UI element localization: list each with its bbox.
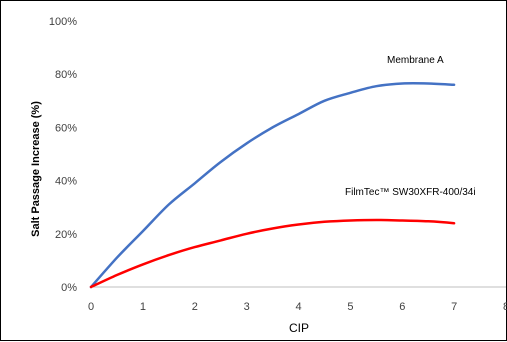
- series-group: [89, 82, 456, 289]
- y-axis-title: Salt Passage Increase (%): [30, 101, 42, 237]
- series-line-membrane-a: [89, 82, 456, 289]
- x-tick-label: 8: [503, 301, 507, 313]
- y-tick-label: 60%: [55, 122, 77, 134]
- y-axis-ticks: 0% 20% 40% 60% 80% 100%: [49, 16, 77, 294]
- x-axis-title: CIP: [289, 321, 309, 335]
- x-tick-label: 4: [295, 301, 301, 313]
- x-tick-label: 5: [347, 301, 353, 313]
- x-tick-label: 3: [244, 301, 250, 313]
- y-tick-label: 40%: [55, 176, 77, 188]
- y-tick-label: 0%: [61, 282, 77, 294]
- x-tick-label: 1: [140, 301, 146, 313]
- series-line-filmtec: [89, 218, 456, 289]
- series-label-filmtec: FilmTec™ SW30XFR-400/34i: [345, 187, 476, 198]
- x-tick-label: 7: [451, 301, 457, 313]
- y-tick-label: 20%: [55, 229, 77, 241]
- x-tick-label: 0: [88, 301, 94, 313]
- series-label-membrane-a: Membrane A: [387, 55, 444, 66]
- y-tick-label: 100%: [49, 16, 77, 28]
- x-axis-ticks: 0 1 2 3 4 5 6 7 8: [88, 301, 507, 313]
- x-tick-label: 6: [399, 301, 405, 313]
- y-axis-title-group: Salt Passage Increase (%): [30, 101, 42, 237]
- x-tick-label: 2: [192, 301, 198, 313]
- y-tick-label: 80%: [55, 69, 77, 81]
